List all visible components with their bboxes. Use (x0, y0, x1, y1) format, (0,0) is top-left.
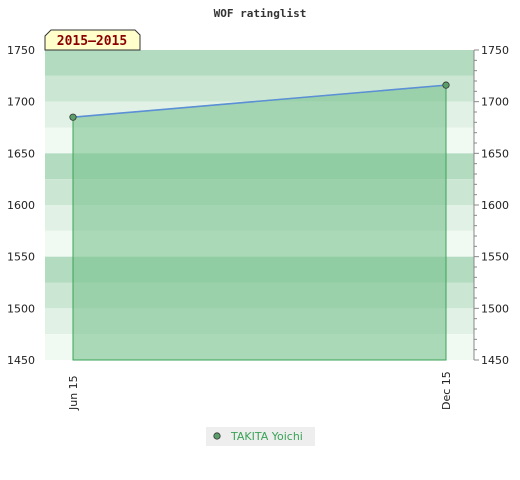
data-point-layer (69, 81, 450, 121)
y-tick-label: 1600 (481, 199, 509, 212)
y-tick-label: 1550 (7, 251, 35, 264)
x-tick-label: Jun 15 (67, 375, 80, 411)
y-axis-right-labels: 1450 1500 1550 1600 1650 1700 1750 (481, 44, 509, 367)
chart-title: WOF ratinglist (214, 7, 307, 20)
y-tick-label: 1450 (481, 354, 509, 367)
legend-box (206, 427, 315, 446)
period-badge: 2015—2015 (44, 29, 141, 51)
y-tick-label: 1750 (7, 44, 35, 57)
data-point[interactable] (442, 81, 450, 89)
y-tick-label: 1650 (7, 147, 35, 160)
series-area (72, 84, 447, 361)
x-tick-label: Dec 15 (440, 371, 453, 410)
series-area-layer (72, 84, 447, 361)
y-tick-label: 1500 (7, 302, 35, 315)
y-tick-label: 1700 (481, 96, 509, 109)
x-axis-labels: Jun 15 Dec 15 (67, 371, 453, 411)
axes (473, 49, 479, 361)
y-tick-label: 1550 (481, 251, 509, 264)
y-axis-left-labels: 1450 1500 1550 1600 1650 1700 1750 (7, 44, 35, 367)
period-badge-label: 2015—2015 (57, 34, 127, 49)
y-tick-label: 1750 (481, 44, 509, 57)
series-line-layer (72, 84, 447, 118)
y-tick-label: 1700 (7, 96, 35, 109)
y-tick-label: 1450 (7, 354, 35, 367)
y-tick-label: 1650 (481, 147, 509, 160)
legend-series-name: TAKITA Yoichi (230, 430, 303, 443)
y-tick-label: 1600 (7, 199, 35, 212)
grid-band (45, 50, 474, 76)
legend[interactable]: TAKITA Yoichi (206, 427, 315, 446)
y-tick-label: 1500 (481, 302, 509, 315)
legend-marker-icon (213, 432, 221, 440)
series-line (72, 84, 447, 118)
data-point[interactable] (69, 113, 77, 121)
period-badge-shape (44, 29, 141, 51)
